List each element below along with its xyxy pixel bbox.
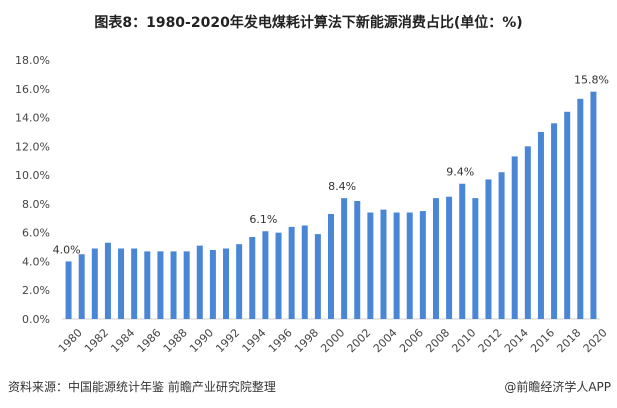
bar-1986 (144, 251, 151, 319)
y-tick-label: 8.0% (22, 198, 50, 211)
y-tick-label: 16.0% (15, 83, 50, 96)
x-tick-label: 2008 (423, 326, 452, 355)
y-tick-label: 10.0% (15, 169, 50, 182)
bar-1999 (314, 234, 321, 319)
x-tick-label: 2004 (371, 326, 400, 355)
bar-1985 (131, 248, 138, 319)
chart-title: 图表8：1980-2020年发电煤耗计算法下新能源消费占比(单位：%) (94, 15, 523, 31)
y-tick-label: 0.0% (22, 313, 50, 326)
bar-1993 (236, 244, 243, 319)
x-tick-label: 2016 (528, 326, 557, 355)
bar-2002 (354, 201, 361, 319)
bar-1982 (91, 248, 98, 319)
x-tick-label: 1994 (240, 326, 269, 355)
source-note: 资料来源：中国能源统计年鉴 前瞻产业研究院整理 (8, 380, 276, 394)
bar-2011 (472, 198, 479, 319)
bar-2004 (380, 209, 387, 319)
x-tick-label: 1998 (292, 326, 321, 355)
data-label: 6.1% (249, 213, 277, 226)
bar-2006 (406, 212, 413, 319)
x-tick-label: 2000 (318, 326, 347, 355)
bar-2009 (446, 196, 453, 319)
y-tick-label: 14.0% (15, 112, 50, 125)
bar-1990 (196, 245, 203, 319)
bar-2015 (524, 146, 531, 319)
x-tick-label: 1984 (108, 326, 137, 355)
bar-1988 (170, 251, 177, 319)
bar-2012 (485, 179, 492, 319)
bar-2020 (590, 91, 597, 320)
data-label: 15.8% (574, 74, 609, 87)
x-tick-label: 1990 (187, 326, 216, 355)
y-tick-label: 4.0% (22, 255, 50, 268)
bar-1995 (262, 231, 269, 319)
bar-2001 (341, 198, 348, 319)
x-tick-label: 2014 (502, 326, 531, 355)
y-tick-label: 2.0% (22, 284, 50, 297)
y-tick-label: 6.0% (22, 227, 50, 240)
bar-1980 (65, 261, 72, 319)
bar-2007 (419, 211, 426, 319)
x-tick-label: 2012 (476, 326, 505, 355)
bar-1992 (223, 248, 230, 319)
x-tick-label: 1986 (135, 326, 164, 355)
bar-2016 (537, 131, 544, 319)
x-tick-label: 2006 (397, 326, 426, 355)
x-tick-label: 1996 (266, 326, 295, 355)
x-tick-label: 1992 (213, 326, 242, 355)
data-label: 8.4% (328, 180, 356, 193)
bar-2000 (328, 213, 334, 319)
bar-1991 (209, 249, 216, 319)
x-tick-label: 2020 (581, 326, 610, 355)
bar-1996 (275, 232, 282, 319)
bar-2005 (393, 212, 400, 319)
bar-2003 (367, 212, 374, 319)
bar-1997 (288, 226, 295, 319)
bar-2010 (459, 183, 466, 319)
x-tick-label: 1988 (161, 326, 190, 355)
bar-1983 (104, 242, 111, 319)
bar-1984 (118, 248, 125, 319)
bar-1987 (157, 251, 164, 319)
x-tick-label: 2002 (345, 326, 374, 355)
bar-1989 (183, 251, 190, 319)
x-tick-label: 2018 (554, 326, 583, 355)
y-tick-label: 12.0% (15, 140, 50, 153)
bar-1981 (78, 254, 85, 319)
y-tick-label: 18.0% (15, 54, 50, 67)
bar-2008 (432, 198, 439, 319)
x-tick-label: 1980 (56, 326, 85, 355)
data-label: 4.0% (53, 243, 81, 256)
bar-2019 (577, 98, 584, 319)
bar-2013 (498, 172, 505, 319)
bar-1994 (249, 236, 256, 319)
x-tick-label: 1982 (82, 326, 111, 355)
bar-2018 (564, 111, 571, 319)
bar-2017 (551, 123, 558, 319)
data-label: 9.4% (446, 166, 474, 179)
bar-1998 (301, 225, 308, 319)
x-tick-label: 2010 (449, 326, 478, 355)
brand-label: @前瞻经济学人APP (504, 380, 611, 394)
bar-2014 (511, 156, 518, 319)
